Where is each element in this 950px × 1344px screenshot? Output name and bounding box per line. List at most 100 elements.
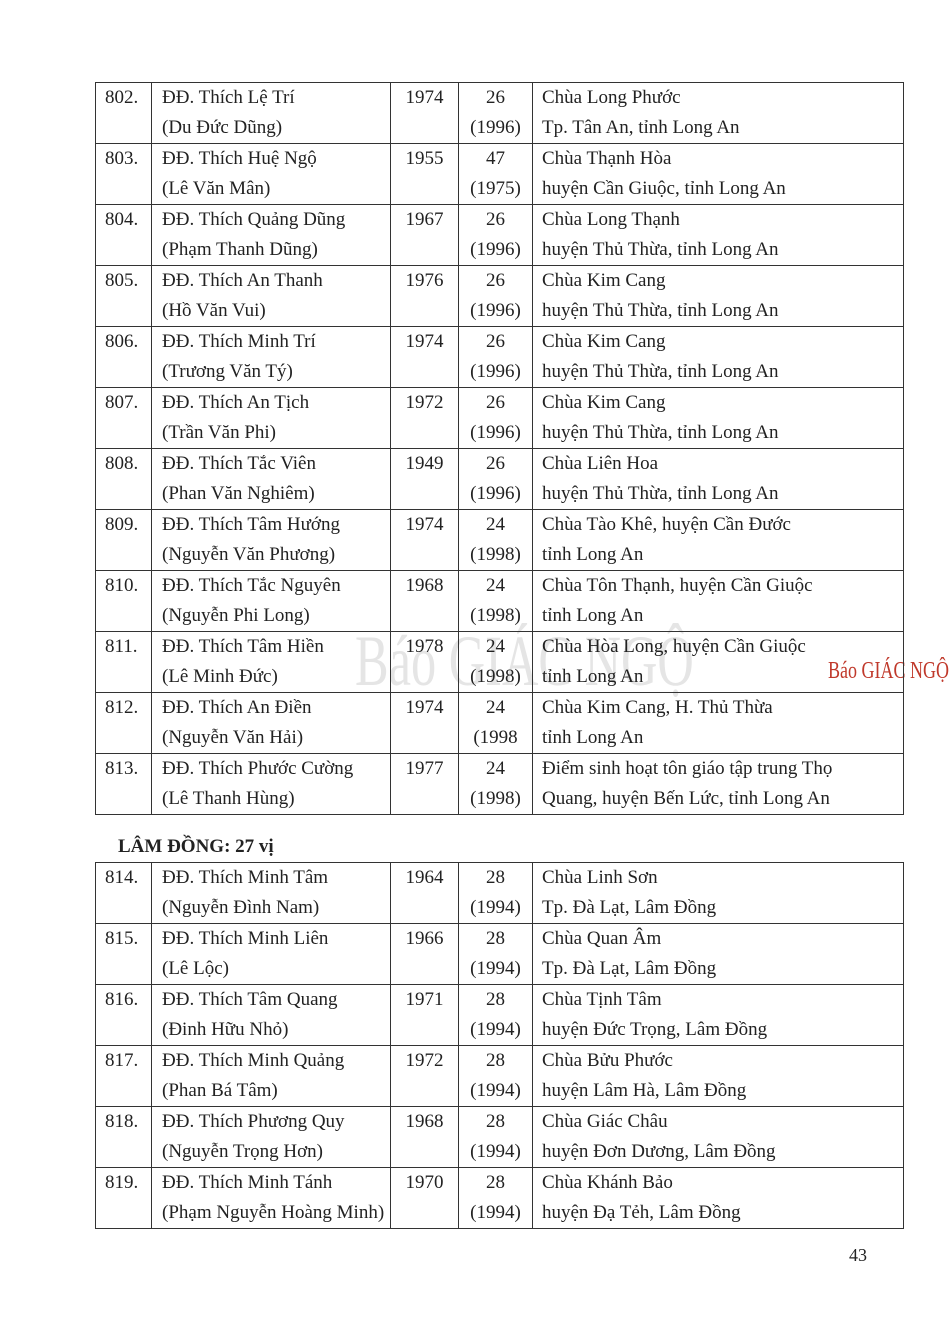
ordination-age: 28 <box>486 867 505 888</box>
ordination-year: (1996) <box>470 422 521 443</box>
table-cell: 24 (1998 <box>458 692 533 754</box>
location: tỉnh Long An <box>542 666 644 687</box>
birth-year: 1968 <box>405 1111 444 1132</box>
table-cell: 812. <box>95 692 152 754</box>
table-cell: Chùa Tịnh Tâm huyện Đức Trọng, Lâm Đồng <box>532 984 904 1046</box>
table-cell: 47 (1975) <box>458 143 533 205</box>
dharma-name: ĐĐ. Thích Minh Liên <box>162 928 329 949</box>
lay-name: (Lê Văn Mân) <box>162 178 271 199</box>
table-cell: 28 (1994) <box>458 1045 533 1107</box>
clergy-table: 814. ĐĐ. Thích Minh Tâm (Nguyễn Đình Nam) 1… <box>95 862 904 1229</box>
row-number: 819. <box>105 1172 139 1193</box>
birth-year: 1974 <box>405 331 444 352</box>
ordination-year: (1994) <box>470 1080 521 1101</box>
table-cell: 1971 <box>390 984 459 1046</box>
row-number: 817. <box>105 1050 139 1071</box>
ordination-year: (1994) <box>470 897 521 918</box>
table-cell: 26 (1996) <box>458 82 533 144</box>
dharma-name: ĐĐ. Thích Minh Tánh <box>162 1172 333 1193</box>
table-cell: 819. <box>95 1167 152 1229</box>
table-cell: 1972 <box>390 1045 459 1107</box>
dharma-name: ĐĐ. Thích Tâm Hướng <box>162 514 340 535</box>
ordination-year: (1998) <box>470 605 521 626</box>
dharma-name: ĐĐ. Thích Minh Trí <box>162 331 316 352</box>
table-cell: Chùa Bửu Phước huyện Lâm Hà, Lâm Đồng <box>532 1045 904 1107</box>
row-number: 802. <box>105 87 139 108</box>
table-cell: 802. <box>95 82 152 144</box>
row-number: 804. <box>105 209 139 230</box>
row-number: 810. <box>105 575 139 596</box>
table-cell: 26 (1996) <box>458 448 533 510</box>
row-number: 807. <box>105 392 139 413</box>
temple: Chùa Thạnh Hòa <box>542 148 672 169</box>
table-cell: Chùa Quan Âm Tp. Đà Lạt, Lâm Đồng <box>532 923 904 985</box>
table-cell: 1978 <box>390 631 459 693</box>
table-cell: 810. <box>95 570 152 632</box>
location: tỉnh Long An <box>542 605 644 626</box>
birth-year: 1977 <box>405 758 444 779</box>
location: huyện Thủ Thừa, tỉnh Long An <box>542 239 779 260</box>
table-cell: Chùa Kim Cang huyện Thủ Thừa, tỉnh Long A… <box>532 326 904 388</box>
table-cell: Chùa Liên Hoa huyện Thủ Thừa, tỉnh Long A… <box>532 448 904 510</box>
birth-year: 1949 <box>405 453 444 474</box>
birth-year: 1967 <box>405 209 444 230</box>
ordination-year: (1994) <box>470 958 521 979</box>
table-cell: 28 (1994) <box>458 1167 533 1229</box>
table-cell: 26 (1996) <box>458 265 533 327</box>
table-cell: 1964 <box>390 862 459 924</box>
table-cell: 807. <box>95 387 152 449</box>
dharma-name: ĐĐ. Thích Minh Quảng <box>162 1050 345 1071</box>
table-row: 819. ĐĐ. Thích Minh Tánh (Phạm Nguyễn Hoàn… <box>95 1167 904 1229</box>
table-cell: 803. <box>95 143 152 205</box>
table-cell: Chùa Kim Cang, H. Thủ Thừa tỉnh Long An <box>532 692 904 754</box>
location: huyện Lâm Hà, Lâm Đồng <box>542 1080 747 1101</box>
table-cell: 28 (1994) <box>458 862 533 924</box>
lay-name: (Phạm Nguyễn Hoàng Minh) <box>162 1202 385 1223</box>
table-cell: 1968 <box>390 570 459 632</box>
table-cell: 806. <box>95 326 152 388</box>
ordination-year: (1975) <box>470 178 521 199</box>
table-cell: ĐĐ. Thích Phước Cường (Lê Thanh Hùng) <box>151 753 391 815</box>
table-cell: Chùa Linh Sơn Tp. Đà Lạt, Lâm Đồng <box>532 862 904 924</box>
temple: Chùa Hòa Long, huyện Cần Giuộc <box>542 636 806 657</box>
ordination-year: (1996) <box>470 117 521 138</box>
dharma-name: ĐĐ. Thích An Điền <box>162 697 312 718</box>
row-number: 812. <box>105 697 139 718</box>
lay-name: (Lê Thanh Hùng) <box>162 788 295 809</box>
birth-year: 1974 <box>405 514 444 535</box>
row-number: 816. <box>105 989 139 1010</box>
temple: Chùa Kim Cang <box>542 270 666 291</box>
table-cell: ĐĐ. Thích Tắc Nguyên (Nguyễn Phi Long) <box>151 570 391 632</box>
ordination-age: 24 <box>486 758 505 779</box>
table-cell: 816. <box>95 984 152 1046</box>
row-number: 808. <box>105 453 139 474</box>
birth-year: 1968 <box>405 575 444 596</box>
table-cell: Chùa Giác Châu huyện Đơn Dương, Lâm Đồng <box>532 1106 904 1168</box>
table-cell: ĐĐ. Thích Minh Quảng (Phan Bá Tâm) <box>151 1045 391 1107</box>
table-cell: ĐĐ. Thích Tâm Hướng (Nguyễn Văn Phương) <box>151 509 391 571</box>
table-cell: 26 (1996) <box>458 204 533 266</box>
table-cell: 1976 <box>390 265 459 327</box>
page-number: 43 <box>849 1245 867 1265</box>
temple: Chùa Bửu Phước <box>542 1050 673 1071</box>
ordination-age: 26 <box>486 392 505 413</box>
dharma-name: ĐĐ. Thích Tâm Quang <box>162 989 338 1010</box>
table-cell: 805. <box>95 265 152 327</box>
ordination-age: 28 <box>486 989 505 1010</box>
table-row: 811. ĐĐ. Thích Tâm Hiền (Lê Minh Đức) 1978 2… <box>95 631 904 693</box>
table-cell: 28 (1994) <box>458 1106 533 1168</box>
dharma-name: ĐĐ. Thích Minh Tâm <box>162 867 329 888</box>
table-row: 817. ĐĐ. Thích Minh Quảng (Phan Bá Tâm) 197… <box>95 1045 904 1107</box>
dharma-name: ĐĐ. Thích An Tịch <box>162 392 310 413</box>
table-row: 818. ĐĐ. Thích Phương Quy (Nguyễn Trọng Hơ… <box>95 1106 904 1168</box>
ordination-age: 26 <box>486 270 505 291</box>
lay-name: (Nguyễn Trọng Hơn) <box>162 1141 323 1162</box>
dharma-name: ĐĐ. Thích Tắc Viên <box>162 453 316 474</box>
table-cell: 817. <box>95 1045 152 1107</box>
location: huyện Thủ Thừa, tỉnh Long An <box>542 422 779 443</box>
table-row: 806. ĐĐ. Thích Minh Trí (Trương Văn Tý) 197… <box>95 326 904 388</box>
row-number: 813. <box>105 758 139 779</box>
lay-name: (Nguyễn Văn Hải) <box>162 727 304 748</box>
table-cell: Chùa Thạnh Hòa huyện Cần Giuộc, tỉnh Long… <box>532 143 904 205</box>
